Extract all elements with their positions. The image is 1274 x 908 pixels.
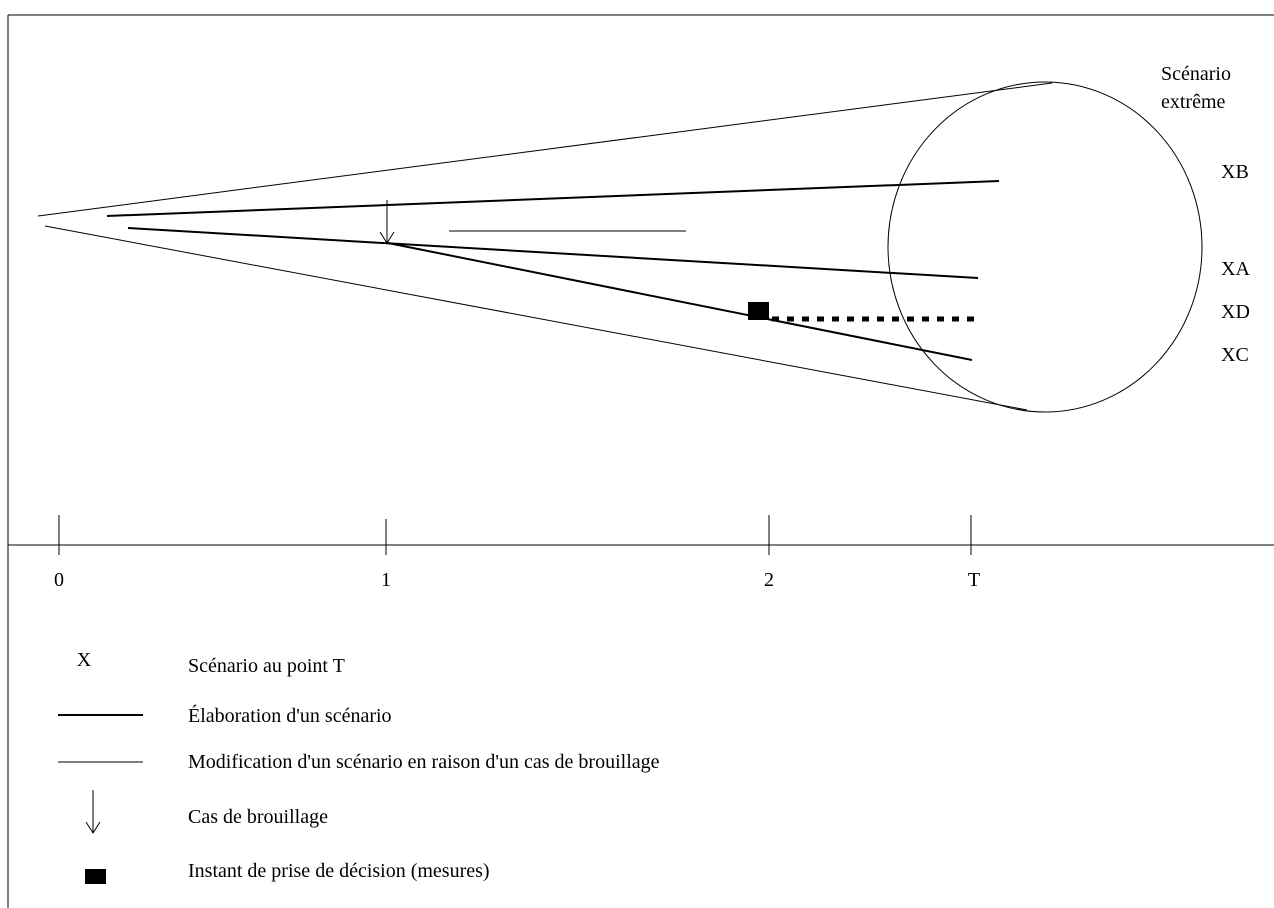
decision-point-marker [748,302,769,320]
label-xb: XB [1221,161,1249,183]
cone-upper-edge [37,82,1053,217]
legend-symbol-x: X [77,649,92,671]
legend-symbol-interference-arrow-head [85,821,101,834]
legend-label-decision: Instant de prise de décision (mesures) [188,860,490,882]
legend-label-elaboration: Élaboration d'un scénario [188,704,392,727]
scenario-line-xa [127,227,979,279]
legend-label-modification: Modification d'un scénario en raison d'u… [188,751,660,773]
axis-tick-label-1: 1 [381,569,391,591]
extreme-scenario-label: Scénario extrême [1161,63,1236,113]
scenario-line-xc [387,242,973,361]
legend-symbol-decision-marker [85,869,106,884]
legend: X Scénario au point T Élaboration d'un s… [58,649,660,884]
axis-tick-label-0: 0 [54,569,64,591]
axis-tick-label-t: T [968,569,980,591]
cone-lower-edge [44,225,1028,411]
scenario-line-xb [106,180,1000,217]
label-xa: XA [1221,258,1250,280]
axis-tick-label-2: 2 [764,569,774,591]
label-xc: XC [1221,344,1249,366]
legend-label-scenario-at-t: Scénario au point T [188,655,345,677]
label-xd: XD [1221,301,1250,323]
extreme-scenario-circle [887,81,1203,413]
interference-arrow-head [379,231,395,244]
legend-label-interference: Cas de brouillage [188,806,328,828]
